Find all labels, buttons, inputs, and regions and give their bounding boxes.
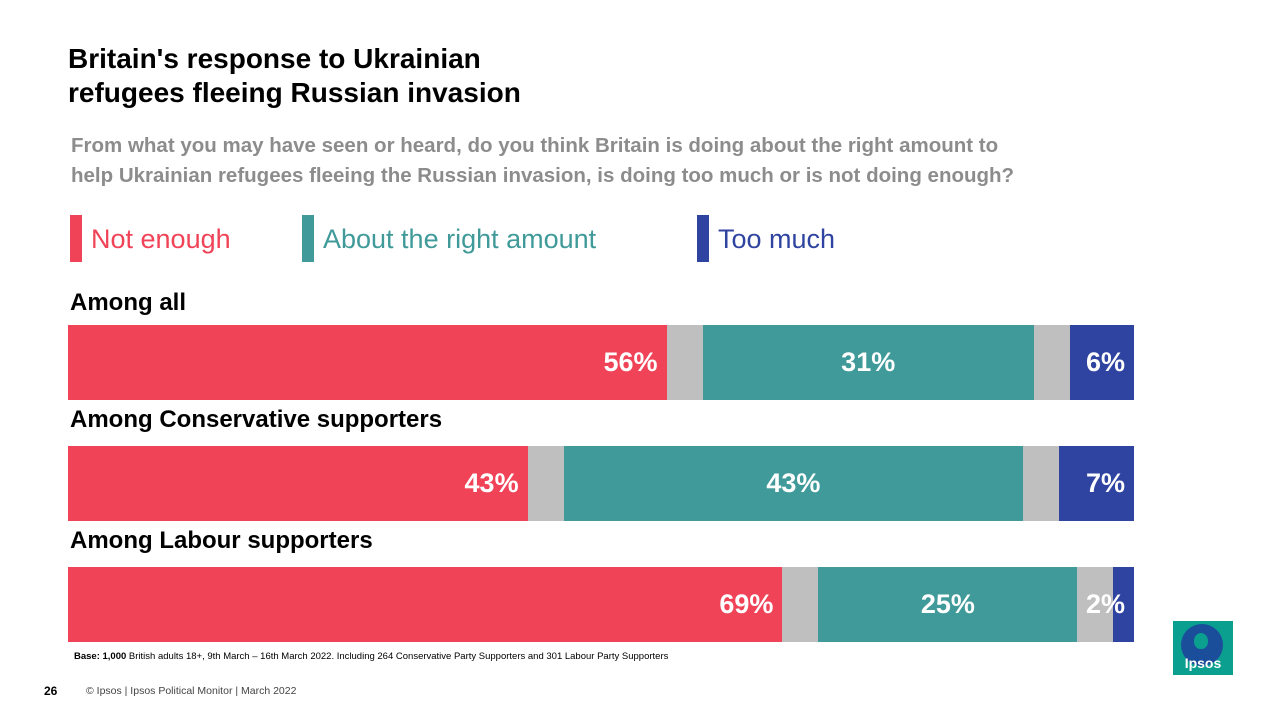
base-note-bold: Base: 1,000 bbox=[74, 651, 127, 662]
bar-conservative: 43% 43% 7% bbox=[68, 446, 1134, 521]
bar-gap-conservative-2 bbox=[1023, 446, 1060, 521]
survey-question: From what you may have seen or heard, do… bbox=[71, 131, 1221, 191]
bar-segment-all-right-amount bbox=[702, 325, 1034, 400]
logo-profile-icon bbox=[1194, 633, 1208, 649]
base-note: Base: 1,000 British adults 18+, 9th Marc… bbox=[74, 651, 668, 662]
survey-question-line-2: help Ukrainian refugees fleeing the Russ… bbox=[71, 164, 1015, 187]
bar-segment-conservative-right-amount bbox=[563, 446, 1024, 521]
bar-segment-conservative-not-enough bbox=[68, 446, 528, 521]
group-label-all: Among all bbox=[70, 289, 187, 316]
data-label-conservative-right-amount: 43% bbox=[766, 468, 821, 498]
data-label-all-right-amount: 31% bbox=[841, 347, 896, 377]
bar-segment-all-too-much bbox=[1069, 325, 1134, 400]
legend-swatch-too-much bbox=[697, 215, 709, 262]
bar-all: 56% 31% 6% bbox=[68, 325, 1134, 400]
chart-title-line-2: refugees fleeing Russian invasion bbox=[68, 77, 521, 108]
bar-labour: 69% 25% 2% bbox=[68, 567, 1134, 642]
legend-label-right-amount: About the right amount bbox=[323, 224, 597, 254]
bar-segment-labour-not-enough bbox=[68, 567, 783, 642]
data-label-labour-too-much: 2% bbox=[1085, 589, 1125, 619]
logo-text: Ipsos bbox=[1184, 655, 1222, 671]
bar-segment-labour-too-much bbox=[1113, 567, 1134, 642]
group-label-conservative: Among Conservative supporters bbox=[70, 406, 443, 433]
data-label-all-too-much: 6% bbox=[1085, 347, 1125, 377]
data-label-conservative-too-much: 7% bbox=[1085, 468, 1125, 498]
chart-title-line-1: Britain's response to Ukrainian bbox=[68, 43, 481, 74]
legend-label-not-enough: Not enough bbox=[91, 224, 231, 254]
data-label-all-not-enough: 56% bbox=[603, 347, 658, 377]
data-label-labour-right-amount: 25% bbox=[920, 589, 975, 619]
bar-gap-all-1 bbox=[666, 325, 703, 400]
bar-gap-all-2 bbox=[1033, 325, 1070, 400]
bar-segment-labour-right-amount bbox=[818, 567, 1078, 642]
survey-question-line-1: From what you may have seen or heard, do… bbox=[71, 134, 999, 157]
bar-segment-conservative-too-much bbox=[1059, 446, 1134, 521]
bar-gap-labour-1 bbox=[782, 567, 819, 642]
legend-label-too-much: Too much bbox=[718, 224, 836, 254]
legend-swatch-not-enough bbox=[70, 215, 82, 262]
base-note-text: British adults 18+, 9th March – 16th Mar… bbox=[126, 651, 669, 662]
bar-gap-conservative-1 bbox=[527, 446, 564, 521]
data-label-labour-not-enough: 69% bbox=[719, 589, 774, 619]
page-number: 26 bbox=[44, 684, 58, 698]
bar-gap-labour-2 bbox=[1077, 567, 1114, 642]
group-label-labour: Among Labour supporters bbox=[70, 527, 373, 554]
legend-swatch-right-amount bbox=[302, 215, 314, 262]
chart-title: Britain's response to Ukrainian refugees… bbox=[68, 42, 768, 110]
footer-text: © Ipsos | Ipsos Political Monitor | Marc… bbox=[86, 685, 297, 697]
ipsos-logo: Ipsos bbox=[1173, 621, 1233, 675]
bar-segment-all-not-enough bbox=[68, 325, 667, 400]
data-label-conservative-not-enough: 43% bbox=[464, 468, 519, 498]
